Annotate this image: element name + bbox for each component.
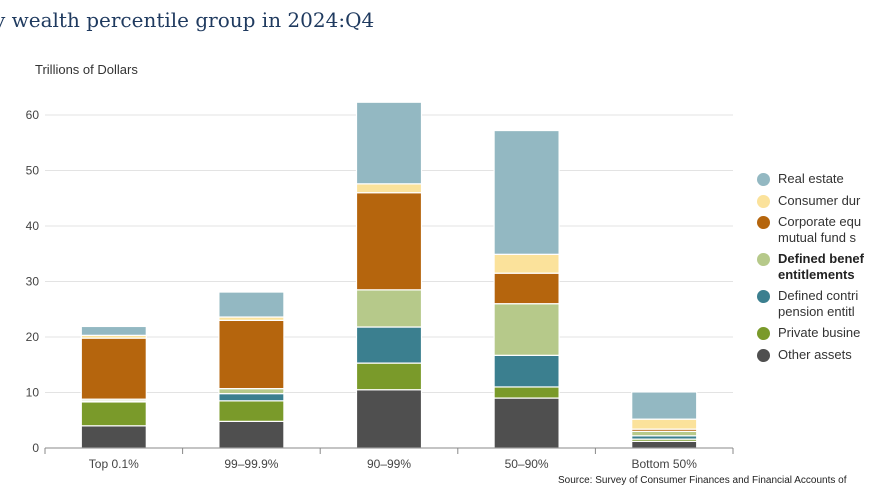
y-tick-label: 10 — [26, 386, 40, 400]
legend-swatch — [757, 194, 770, 208]
bar-segment[interactable] — [631, 418, 698, 430]
bar-segment[interactable] — [355, 289, 423, 328]
x-tick-label: Bottom 50% — [632, 457, 698, 471]
bar-segment[interactable] — [218, 388, 285, 395]
bar-segment[interactable] — [218, 319, 285, 390]
bar-segment[interactable] — [355, 389, 423, 449]
y-tick-label: 30 — [26, 275, 40, 289]
bar-segment[interactable] — [80, 425, 147, 449]
legend-label: Other assets — [778, 346, 852, 362]
chart-title: y wealth percentile group in 2024:Q4 — [0, 8, 375, 32]
bar-segment[interactable] — [493, 129, 560, 255]
x-tick-label: 90–99% — [367, 457, 411, 471]
bar-segment[interactable] — [631, 391, 698, 420]
legend-swatch — [757, 348, 770, 362]
bars — [80, 101, 698, 449]
bar-segment[interactable] — [218, 393, 285, 402]
legend-label: Real estate — [778, 171, 844, 186]
bar-segment[interactable] — [493, 397, 560, 449]
bar-segment[interactable] — [493, 253, 560, 274]
bar-segment[interactable] — [355, 362, 423, 391]
bar-segment[interactable] — [631, 430, 698, 437]
bar-segment[interactable] — [493, 272, 560, 305]
legend-swatch — [757, 173, 770, 186]
bar-segment[interactable] — [80, 325, 147, 336]
legend-label: Consumer dur — [778, 192, 861, 208]
legend-label: Defined benef entitlements — [778, 251, 864, 282]
bar-segment[interactable] — [80, 401, 147, 427]
bar-segment[interactable] — [355, 326, 423, 364]
y-tick-label: 40 — [26, 219, 40, 233]
legend-swatch — [757, 216, 770, 229]
bar-segment[interactable] — [493, 354, 560, 388]
y-axis-label: Trillions of Dollars — [35, 62, 138, 77]
bar-segment[interactable] — [218, 291, 285, 318]
bar-segment[interactable] — [218, 420, 285, 449]
legend-label: Private busine — [778, 325, 861, 340]
bar-segment[interactable] — [493, 386, 560, 399]
legend-swatch — [757, 290, 770, 303]
y-tick-label: 60 — [26, 108, 40, 122]
y-tick-label: 0 — [32, 441, 39, 455]
x-tick-label: Top 0.1% — [89, 457, 139, 471]
axes: 0 10 20 30 40 50 60 Top 0.1% 99–99.9% 90–99% 50–90… — [26, 108, 734, 471]
bar-segment[interactable] — [355, 192, 423, 291]
bar-segment[interactable] — [355, 101, 423, 185]
y-tick-label: 50 — [26, 164, 40, 178]
legend-swatch — [757, 327, 770, 340]
bar-segment[interactable] — [355, 183, 423, 194]
legend-swatch — [757, 253, 770, 266]
source-note: Source: Survey of Consumer Finances and … — [558, 475, 847, 486]
x-tick-label: 50–90% — [505, 457, 549, 471]
bar-segment[interactable] — [218, 400, 285, 422]
legend-label: Defined contri pension entitl — [778, 288, 859, 319]
legend-label: Corporate equ mutual fund s — [778, 214, 862, 245]
x-tick-label: 99–99.9% — [224, 457, 278, 471]
bar-segment[interactable] — [493, 303, 560, 356]
bar-segment[interactable] — [631, 440, 698, 449]
bar-segment[interactable] — [80, 337, 147, 400]
y-tick-label: 20 — [26, 330, 40, 344]
